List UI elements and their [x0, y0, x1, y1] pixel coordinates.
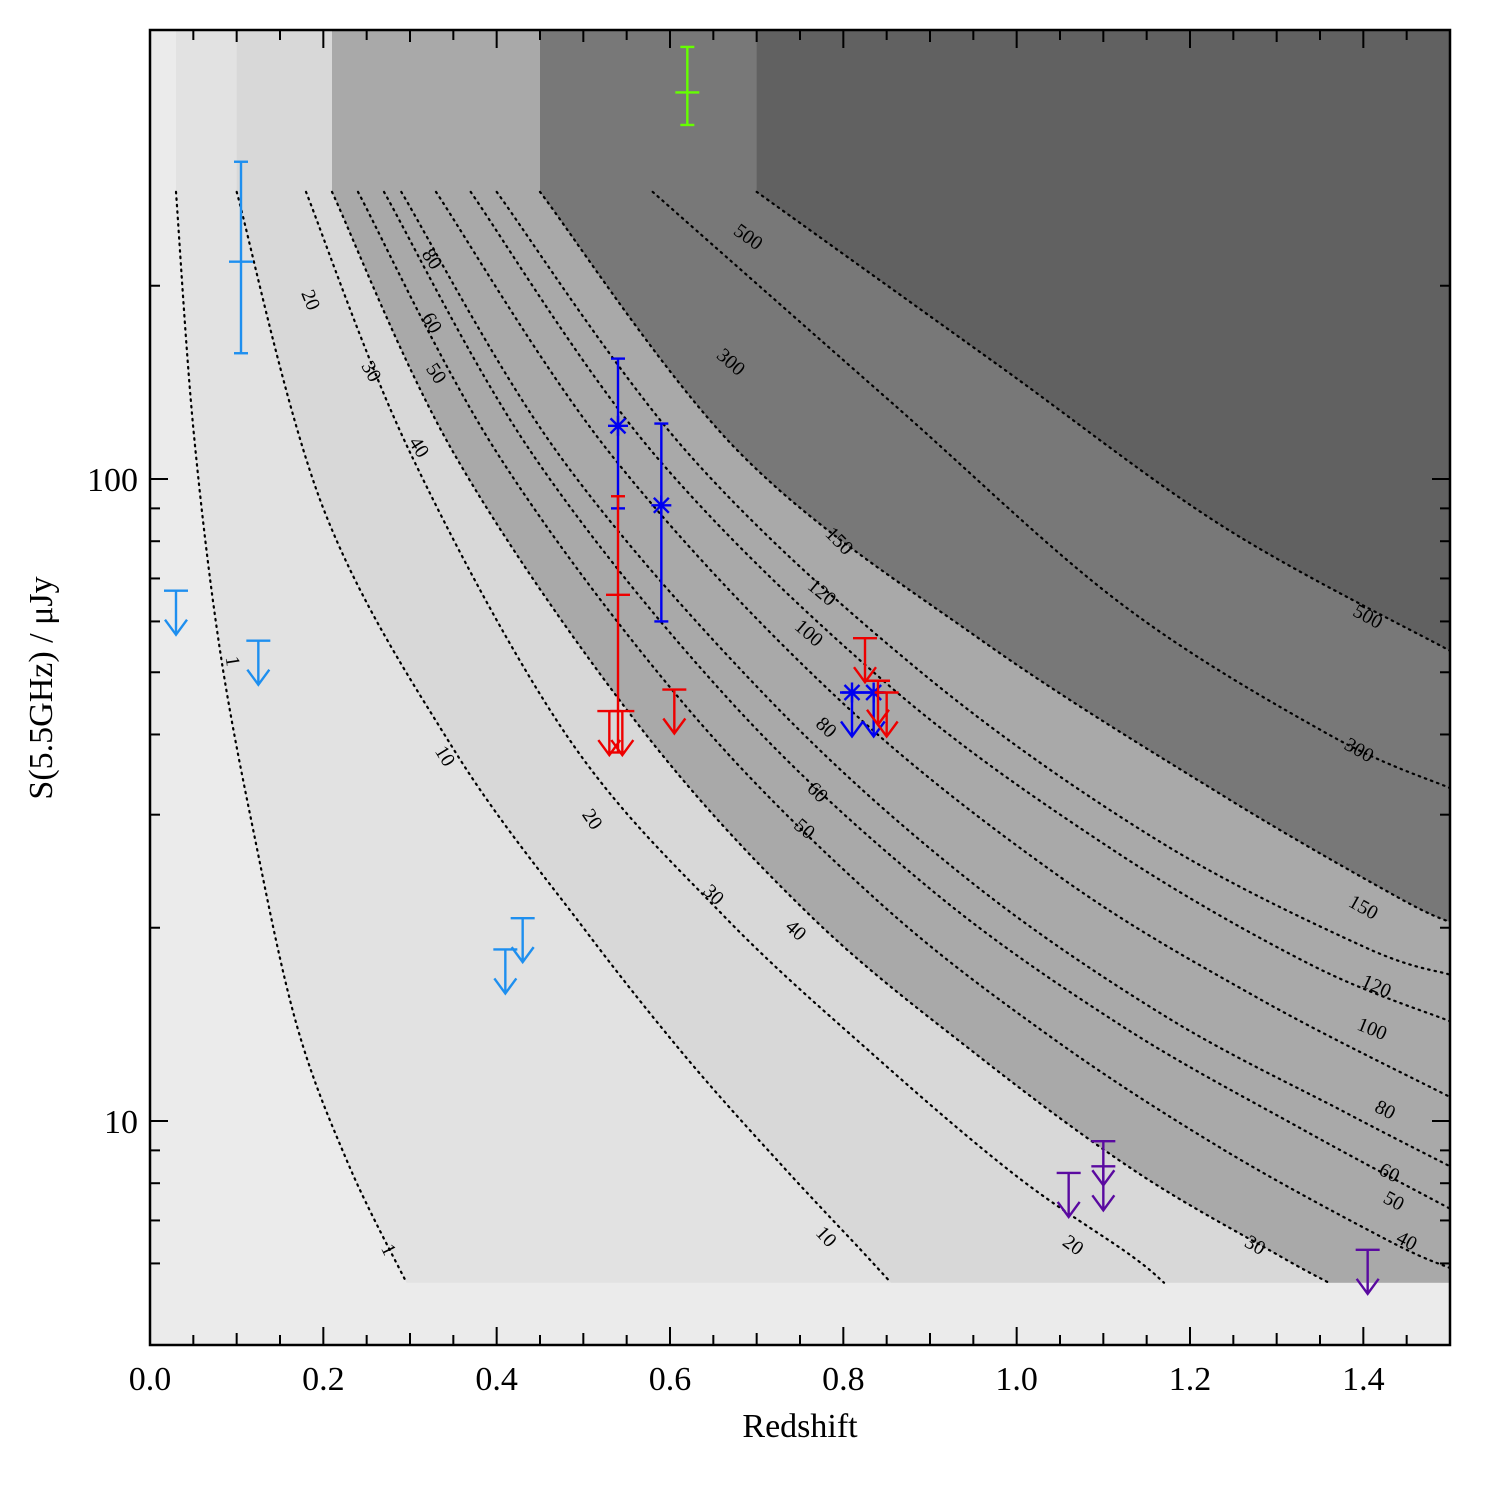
contour-1	[174, 190, 408, 1284]
limit-arrowhead	[853, 666, 877, 685]
x-tick-label: 0.8	[822, 1361, 865, 1398]
x-tick-label: 0.4	[475, 1361, 518, 1398]
limit-arrowhead	[874, 720, 899, 739]
asterisk-marker	[843, 684, 861, 701]
data-point	[1056, 1171, 1081, 1219]
data-point	[651, 422, 672, 623]
contour-lines	[174, 190, 1450, 1284]
data-point	[853, 636, 877, 685]
data-point	[610, 709, 635, 758]
shaded-bands	[150, 30, 1450, 1345]
contour-40	[356, 190, 1450, 1270]
data-point	[662, 688, 687, 736]
data-point	[1091, 1165, 1116, 1213]
contour-120	[495, 190, 1450, 976]
contour-30	[330, 190, 1330, 1284]
limit-arrowhead	[840, 720, 864, 739]
limit-arrowhead	[597, 739, 622, 758]
x-tick-label: 1.0	[995, 1361, 1038, 1398]
data-point	[840, 682, 864, 739]
x-tick-label: 0.2	[302, 1361, 345, 1398]
data-point	[874, 691, 899, 739]
limit-arrowhead	[493, 977, 518, 996]
limit-arrowhead	[662, 717, 687, 736]
asterisk-marker	[652, 496, 670, 514]
data-point	[229, 160, 253, 355]
data-point	[1355, 1248, 1380, 1296]
limit-arrowhead	[1056, 1201, 1081, 1219]
contour-50	[382, 190, 1450, 1210]
data-points	[164, 45, 1380, 1296]
limit-arrowhead	[246, 668, 271, 687]
x-tick-label: 1.2	[1169, 1361, 1212, 1398]
limit-arrowhead	[610, 739, 635, 758]
data-point	[608, 357, 628, 510]
x-tick-label: 0.0	[129, 1361, 172, 1398]
y-tick-label: 100	[87, 462, 138, 499]
data-point	[675, 45, 700, 127]
limit-arrowhead	[164, 618, 188, 637]
x-axis-label: Redshift	[742, 1408, 858, 1445]
band-500	[756, 30, 1450, 651]
y-axis-label: S(5.5GHz) / μJy	[23, 576, 60, 799]
contour-300	[651, 190, 1450, 790]
contour-10	[235, 190, 893, 1284]
limit-arrowhead	[1355, 1278, 1380, 1296]
limit-arrowhead	[861, 720, 886, 739]
y-tick-label: 10	[104, 1104, 138, 1141]
contour-60	[400, 190, 1450, 1168]
data-point	[164, 589, 188, 637]
contour-150	[538, 190, 1450, 924]
limit-arrowhead	[1091, 1194, 1116, 1213]
data-point	[246, 639, 271, 687]
limit-arrowhead	[510, 946, 535, 965]
contour-100	[469, 190, 1450, 1023]
axes: 0.0 0.2 0.4 0.6 0.8 1.0 1.2 1.4 10 100	[87, 28, 1452, 1398]
contour-20	[304, 190, 1166, 1284]
x-tick-label: 0.6	[649, 1361, 692, 1398]
data-point	[510, 916, 535, 965]
contour-500	[755, 190, 1450, 652]
x-tick-label: 1.4	[1342, 1361, 1385, 1398]
asterisk-marker	[609, 417, 627, 435]
contour-label: 1	[221, 655, 244, 668]
